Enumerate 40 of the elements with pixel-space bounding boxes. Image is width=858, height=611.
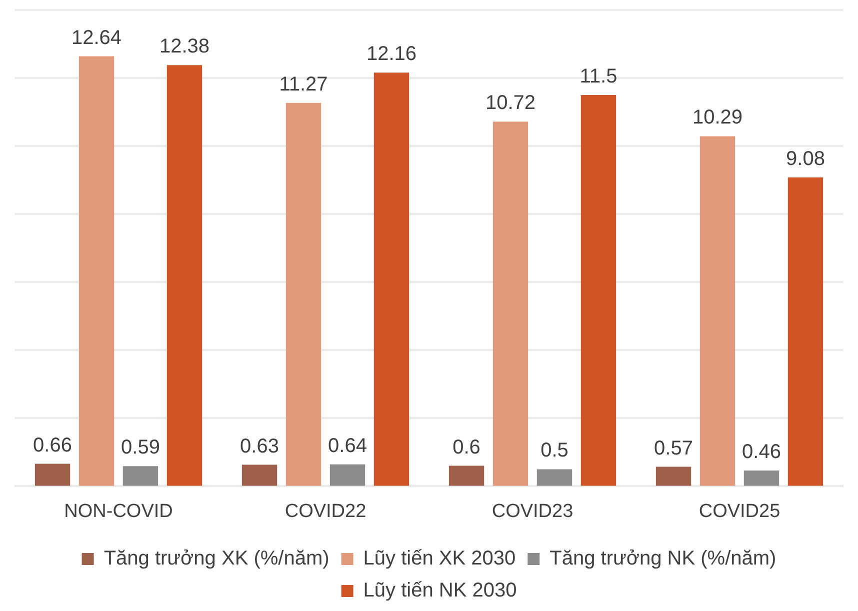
legend-label: Lũy tiến NK 2030	[363, 580, 517, 602]
bar	[78, 56, 114, 486]
bar	[122, 466, 158, 486]
x-tick-label: COVID23	[492, 500, 574, 522]
bar	[242, 464, 278, 486]
data-label: 9.08	[786, 148, 825, 170]
bar	[166, 65, 202, 486]
data-label: 0.57	[654, 437, 693, 460]
bar	[330, 464, 366, 486]
data-label: 0.63	[240, 435, 279, 458]
data-label: 0.59	[121, 436, 160, 459]
data-label: 0.6	[452, 436, 480, 458]
bar	[700, 136, 736, 486]
data-label: 10.29	[692, 106, 743, 129]
legend-label: Tăng trưởng NK (%/năm)	[550, 548, 776, 570]
x-tick-label: NON-COVID	[64, 500, 173, 522]
data-label: 10.72	[485, 92, 536, 114]
legend-label: Lũy tiến XK 2030	[363, 548, 516, 570]
data-label: 0.64	[328, 434, 367, 457]
data-label: 12.38	[159, 36, 210, 58]
bar	[286, 102, 322, 486]
bar	[788, 177, 824, 486]
bar	[580, 95, 616, 486]
bar	[34, 464, 70, 486]
x-tick-label: COVID25	[698, 500, 780, 522]
data-label: 12.16	[366, 43, 417, 66]
data-label: 0.66	[33, 434, 72, 456]
data-label: 11.27	[279, 73, 328, 96]
x-tick-label: COVID22	[284, 500, 366, 522]
data-label: 0.46	[742, 441, 781, 464]
data-label: 0.5	[540, 440, 568, 462]
bar	[744, 470, 780, 486]
bar	[448, 466, 484, 486]
bar	[374, 72, 410, 486]
data-label: 12.64	[71, 26, 122, 49]
legend-label: Tăng trưởng XK (%/năm)	[104, 548, 330, 570]
bar	[492, 122, 528, 486]
bar	[536, 469, 572, 486]
bar	[656, 466, 692, 486]
data-label: 11.5	[580, 66, 618, 88]
